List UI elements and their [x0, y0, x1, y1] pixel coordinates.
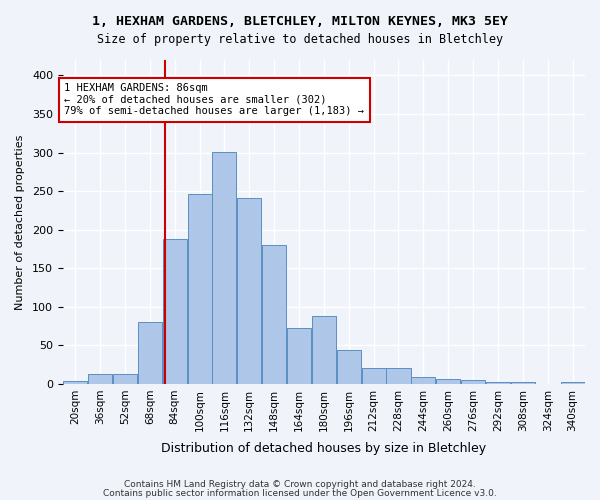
Bar [461, 380, 485, 384]
Y-axis label: Number of detached properties: Number of detached properties [15, 134, 25, 310]
Bar [386, 368, 410, 384]
Bar [63, 381, 87, 384]
Text: Size of property relative to detached houses in Bletchley: Size of property relative to detached ho… [97, 32, 503, 46]
Bar [312, 316, 336, 384]
Bar [287, 328, 311, 384]
Bar [212, 152, 236, 384]
Bar [113, 374, 137, 384]
Bar [560, 382, 584, 384]
Bar [262, 245, 286, 384]
Bar [511, 382, 535, 384]
Bar [337, 350, 361, 384]
Text: 1 HEXHAM GARDENS: 86sqm
← 20% of detached houses are smaller (302)
79% of semi-d: 1 HEXHAM GARDENS: 86sqm ← 20% of detache… [64, 83, 364, 116]
Text: 1, HEXHAM GARDENS, BLETCHLEY, MILTON KEYNES, MK3 5EY: 1, HEXHAM GARDENS, BLETCHLEY, MILTON KEY… [92, 15, 508, 28]
Bar [188, 194, 212, 384]
Bar [486, 382, 510, 384]
Bar [362, 368, 386, 384]
Bar [138, 322, 162, 384]
Bar [436, 380, 460, 384]
Text: Contains public sector information licensed under the Open Government Licence v3: Contains public sector information licen… [103, 488, 497, 498]
Text: Contains HM Land Registry data © Crown copyright and database right 2024.: Contains HM Land Registry data © Crown c… [124, 480, 476, 489]
Bar [412, 377, 436, 384]
Bar [88, 374, 112, 384]
Bar [237, 198, 262, 384]
X-axis label: Distribution of detached houses by size in Bletchley: Distribution of detached houses by size … [161, 442, 487, 455]
Bar [163, 239, 187, 384]
